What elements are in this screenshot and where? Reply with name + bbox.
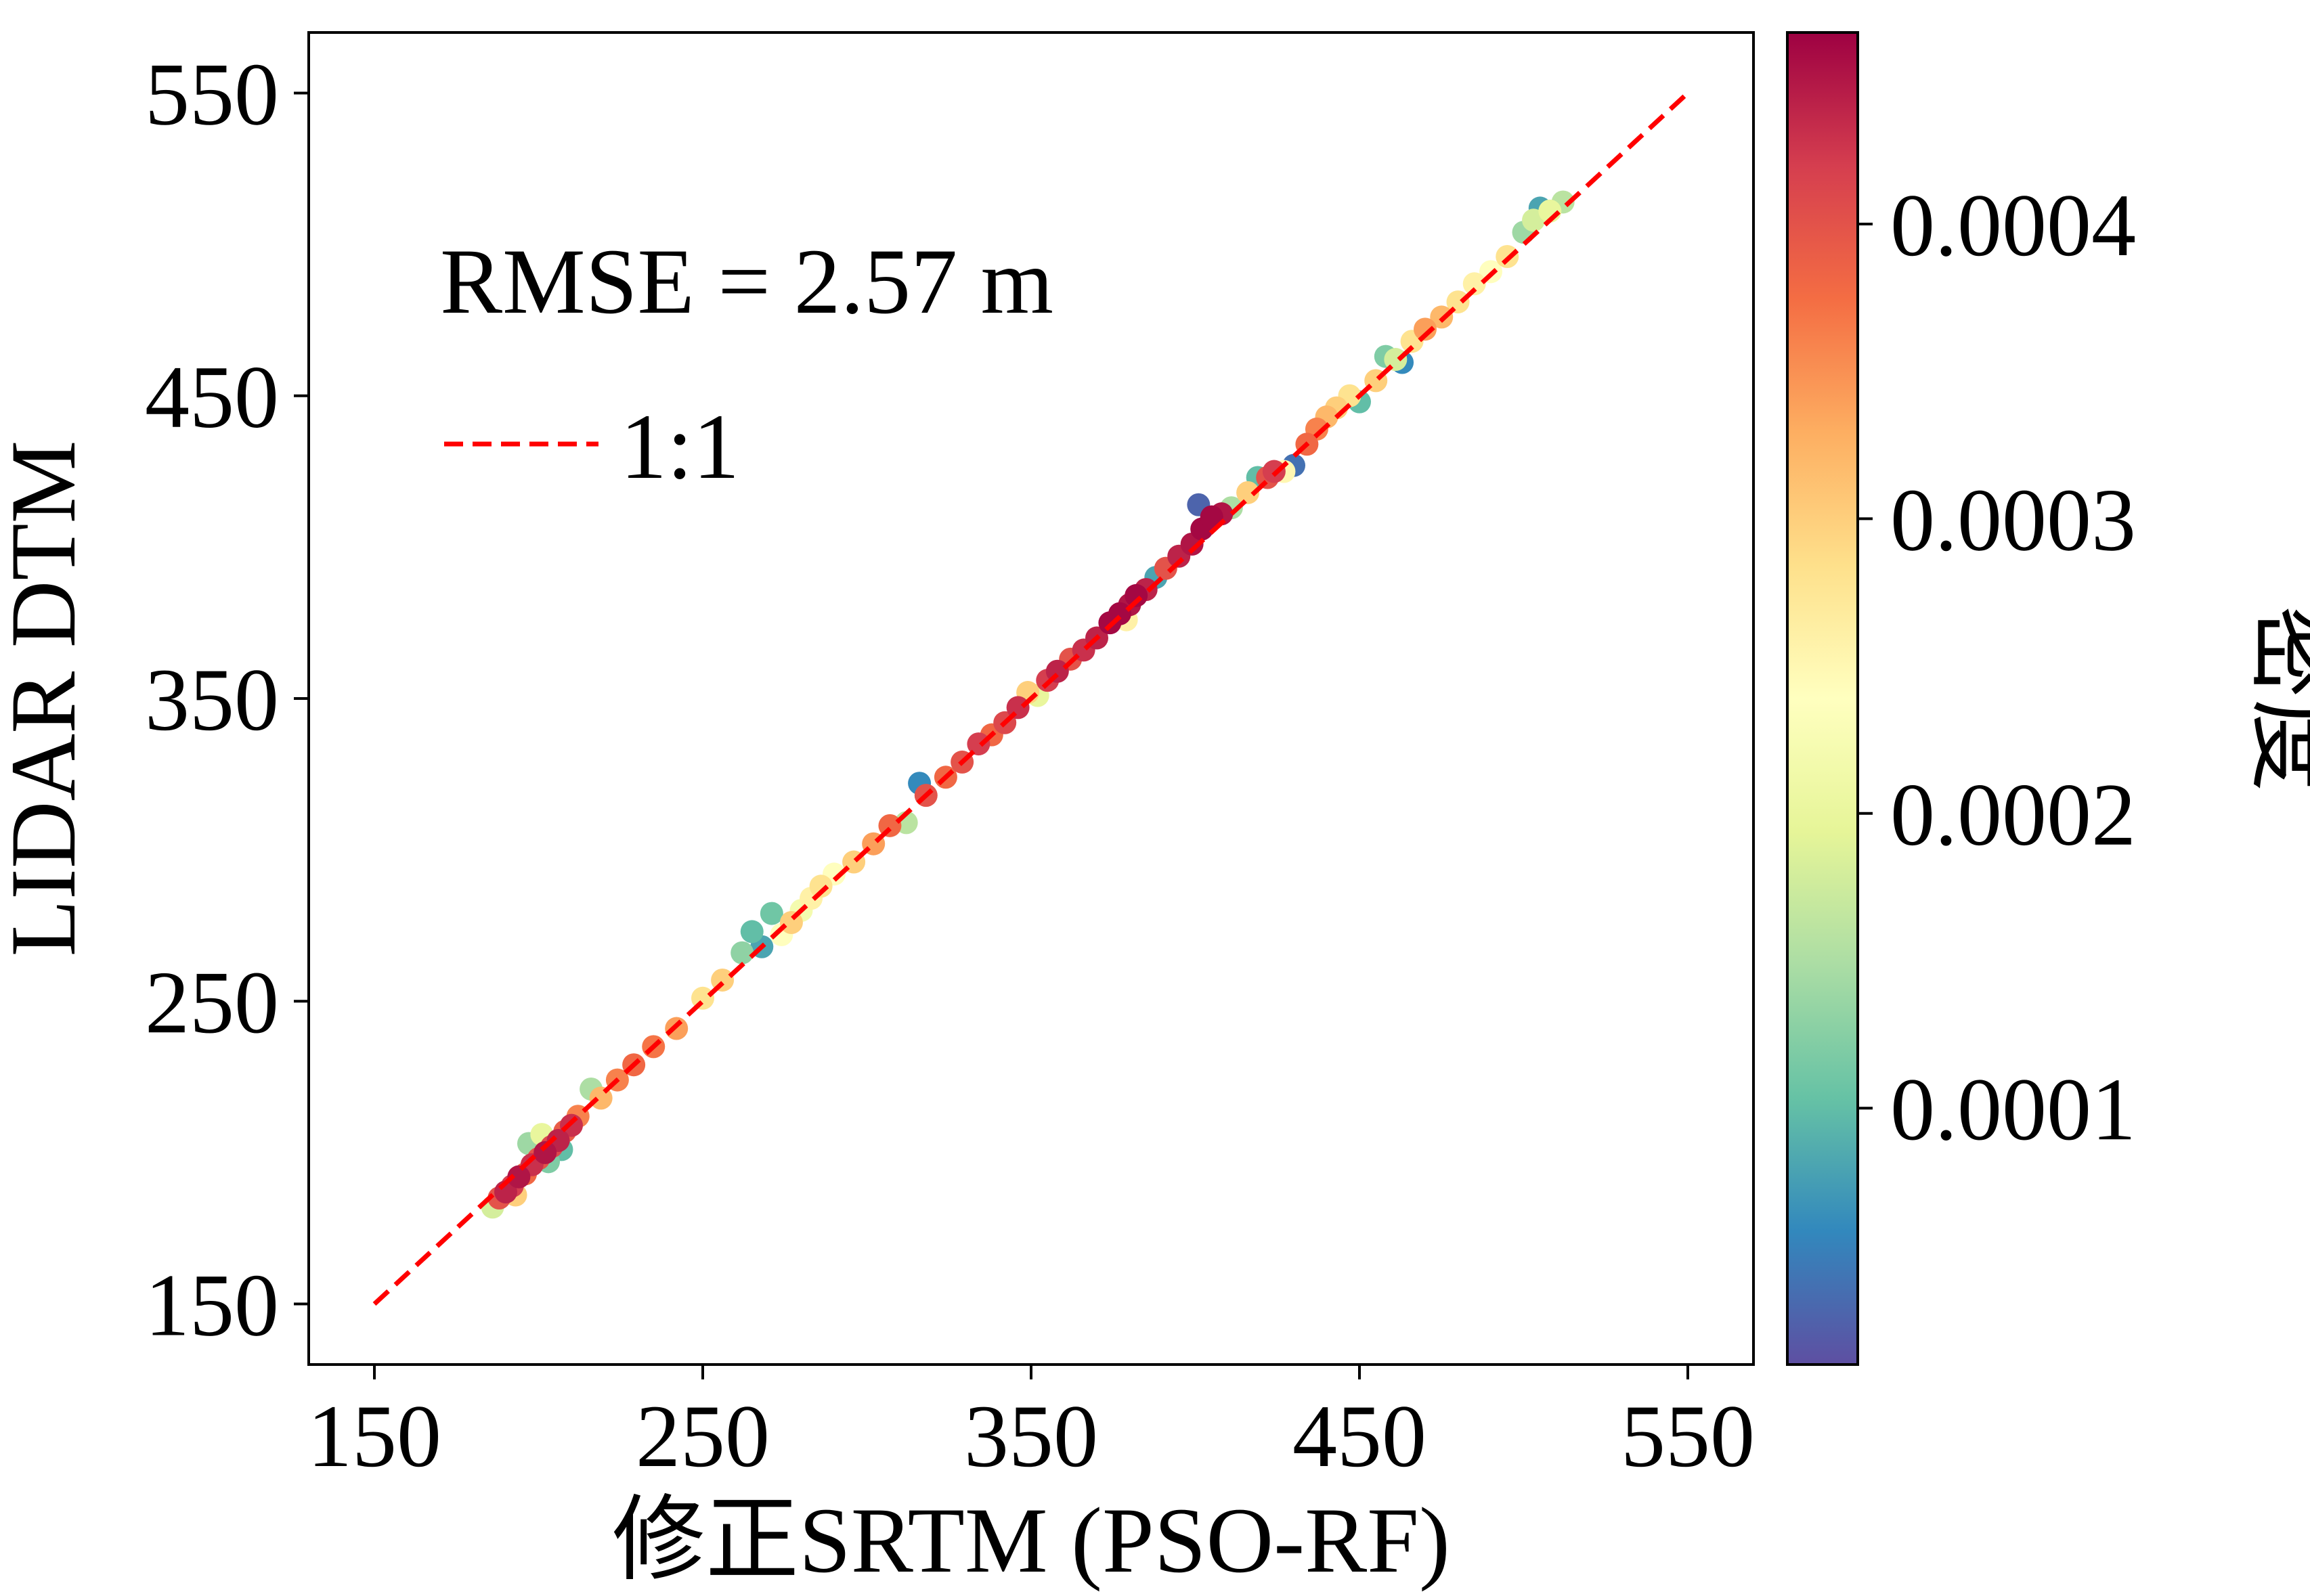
colorbar-tick-label: 0.0002 xyxy=(1890,765,2136,864)
legend-label: 1:1 xyxy=(620,395,739,498)
one-to-one-line xyxy=(372,91,1690,1306)
data-point-14 xyxy=(731,941,754,965)
data-point-90 xyxy=(533,1140,557,1164)
colorbar-tick-label: 0.0003 xyxy=(1890,470,2136,569)
data-point-54 xyxy=(1414,317,1437,341)
data-point-96 xyxy=(1125,583,1148,607)
y-tick-label: 150 xyxy=(145,1256,279,1355)
x-tick-label: 450 xyxy=(1292,1386,1426,1486)
y-tick-label: 250 xyxy=(145,952,279,1052)
colorbar xyxy=(1786,31,1859,1366)
x-tick-label: 150 xyxy=(307,1386,441,1486)
data-point-8 xyxy=(740,920,764,944)
colorbar-tick-label: 0.0004 xyxy=(1890,175,2136,275)
colorbar-label: 密度 xyxy=(2241,605,2310,792)
x-tick-label: 350 xyxy=(964,1386,1098,1486)
data-point-46 xyxy=(1236,481,1260,504)
y-tick-label: 450 xyxy=(145,347,279,447)
x-tick-label: 550 xyxy=(1621,1386,1755,1486)
data-point-11 xyxy=(760,902,783,925)
y-axis-label: LIDAR DTM xyxy=(0,441,95,957)
data-point-36 xyxy=(809,874,833,898)
colorbar-tick-label: 0.0001 xyxy=(1890,1059,2136,1159)
data-point-76 xyxy=(967,732,990,756)
x-axis-label: 修正SRTM (PSO-RF) xyxy=(612,1488,1450,1592)
data-point-34 xyxy=(1462,272,1486,296)
colorbar-ticks: 0.0001 0.0002 0.0003 0.0004 xyxy=(1858,175,2136,1159)
data-point-89 xyxy=(507,1165,531,1189)
y-tick-label: 350 xyxy=(145,650,279,749)
data-point-98 xyxy=(1200,505,1223,529)
x-axis-ticks: 150 250 350 450 550 xyxy=(307,1365,1755,1486)
y-axis-ticks: 150 250 350 450 550 xyxy=(145,44,309,1355)
x-tick-label: 250 xyxy=(636,1386,770,1486)
rmse-annotation: RMSE = 2.57 m xyxy=(440,229,1053,333)
y-tick-label: 550 xyxy=(145,44,279,143)
